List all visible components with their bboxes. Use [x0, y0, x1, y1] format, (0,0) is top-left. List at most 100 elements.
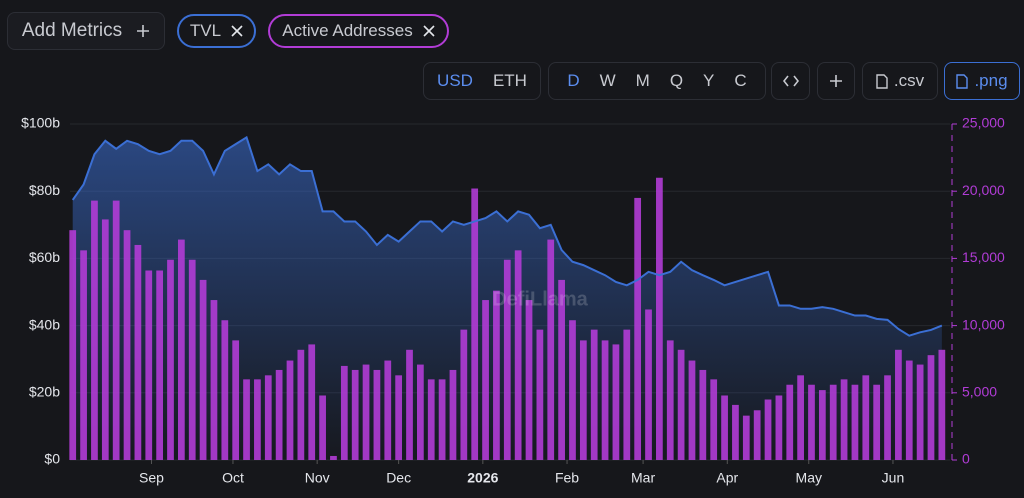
x-tick-label: Apr [716, 470, 738, 486]
toggle-option[interactable]: C [734, 71, 747, 90]
bar [916, 364, 924, 460]
y2-tick-label: 20,000 [962, 182, 1005, 198]
watermark: DefiLlama [492, 288, 588, 310]
bar [482, 300, 489, 460]
currency-toggle: USD ETH [423, 62, 541, 100]
metric-chip[interactable]: Active Addresses [268, 14, 449, 48]
bar [656, 177, 663, 460]
bar [808, 384, 815, 460]
bar [232, 340, 240, 460]
bar [590, 329, 598, 460]
bar [395, 375, 403, 460]
metric-chip[interactable]: TVL [177, 14, 256, 48]
bar [753, 410, 761, 460]
file-icon [876, 73, 888, 89]
bar [493, 290, 500, 460]
x-tick-label: Mar [631, 470, 655, 486]
bar [829, 384, 837, 460]
bar [742, 415, 750, 460]
bar [558, 279, 565, 460]
y-tick-label: $20b [29, 384, 60, 400]
x-tick-label: Sep [139, 470, 164, 486]
bar [199, 279, 207, 460]
add-button[interactable] [817, 62, 855, 100]
bar [927, 355, 935, 460]
bar [732, 404, 739, 460]
bar [786, 384, 794, 460]
bar [188, 259, 196, 460]
bar [167, 259, 174, 460]
toggle-option[interactable]: M [635, 71, 650, 90]
x-tick-label: Jun [882, 470, 905, 486]
bar [797, 375, 804, 460]
bar [536, 329, 544, 460]
embed-button[interactable] [771, 62, 810, 100]
bar [297, 349, 305, 460]
bar [840, 379, 848, 460]
bar [710, 379, 718, 460]
add-metrics-button[interactable]: Add Metrics [7, 12, 165, 50]
bar [438, 379, 446, 460]
bar [384, 360, 392, 460]
chip-label: TVL [189, 21, 222, 40]
bar [373, 369, 381, 460]
y2-tick-label: 0 [962, 451, 970, 467]
png-button[interactable]: .png [944, 62, 1020, 100]
bar [177, 239, 185, 460]
button-label: .png [974, 71, 1008, 90]
bar [818, 390, 826, 460]
y2-tick-label: 10,000 [962, 316, 1005, 332]
bar [340, 365, 348, 460]
bar [677, 349, 685, 460]
bar [666, 340, 674, 460]
bar [101, 219, 109, 460]
bar [612, 344, 620, 460]
bar [69, 230, 77, 460]
toggle-option[interactable]: W [599, 71, 616, 90]
close-icon [231, 25, 243, 37]
y-tick-label: $60b [29, 249, 60, 265]
y-tick-label: $40b [29, 316, 60, 332]
toggle-option[interactable]: D [567, 71, 580, 90]
toggle-option[interactable]: ETH [492, 71, 527, 90]
bar [873, 384, 881, 460]
bar [221, 320, 229, 460]
bar [91, 200, 98, 460]
bar [156, 270, 163, 460]
bar [895, 349, 902, 460]
bar [601, 340, 609, 460]
bar [634, 197, 642, 461]
bar [417, 364, 424, 460]
bar [721, 395, 728, 460]
toggle-option[interactable]: USD [437, 71, 473, 90]
bar [525, 300, 533, 460]
toggle-option[interactable]: Y [703, 71, 715, 90]
x-tick-label: Oct [222, 470, 244, 486]
bar [699, 369, 707, 460]
y2-tick-label: 5,000 [962, 384, 997, 400]
code-icon [782, 75, 799, 87]
bar [406, 349, 413, 460]
csv-button[interactable]: .csv [862, 62, 938, 100]
bar [471, 188, 479, 460]
tvl-line [71, 135, 943, 337]
bar [351, 369, 359, 460]
bar [362, 364, 370, 460]
bar [569, 320, 576, 460]
toggle-option[interactable]: Q [669, 71, 684, 90]
bar [547, 239, 555, 460]
button-label: Add Metrics [21, 20, 123, 41]
bar [764, 399, 772, 460]
chip-label: Active Addresses [282, 21, 413, 40]
bar [884, 375, 891, 460]
bar [134, 244, 142, 460]
bar [775, 395, 783, 460]
bar [286, 360, 294, 460]
y-tick-label: $100b [21, 115, 60, 131]
bar [112, 200, 120, 460]
bar [449, 369, 457, 460]
bar [905, 360, 913, 460]
bar [123, 230, 131, 460]
plus-icon [830, 75, 842, 87]
bar [264, 375, 272, 460]
